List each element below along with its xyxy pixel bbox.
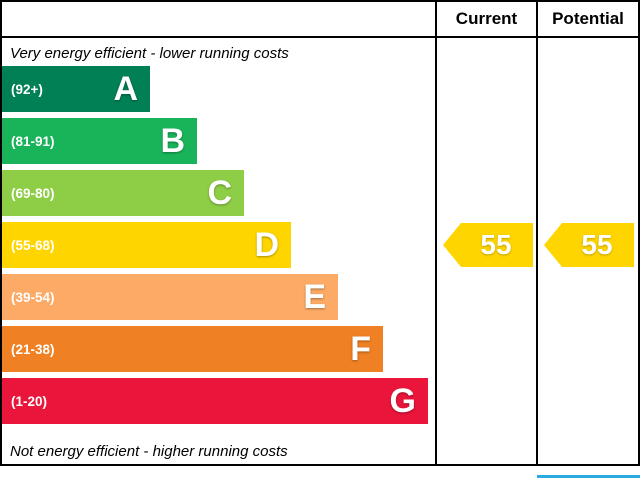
current-column-header: Current — [435, 2, 536, 38]
band-letter: C — [207, 174, 232, 212]
band-e: (39-54) E — [2, 274, 435, 320]
band-range-label: (81-91) — [11, 133, 55, 149]
band-range-label: (55-68) — [11, 237, 55, 253]
band-a: (92+) A — [2, 66, 435, 112]
top-caption: Very energy efficient - lower running co… — [10, 45, 289, 62]
band-bar: (1-20) G — [2, 378, 428, 424]
band-bar: (21-38) F — [2, 326, 383, 372]
band-bar: (81-91) B — [2, 118, 197, 164]
band-letter: F — [350, 330, 371, 368]
potential-rating-value: 55 — [581, 229, 613, 260]
current-rating-column: 55 — [435, 38, 536, 464]
band-b: (81-91) B — [2, 118, 435, 164]
band-f: (21-38) F — [2, 326, 435, 372]
band-range-label: (21-38) — [11, 341, 55, 357]
band-range-label: (92+) — [11, 81, 43, 97]
potential-rating-column: 55 — [536, 38, 638, 464]
band-bar: (55-68) D — [2, 222, 291, 268]
decorative-blue-line — [537, 475, 640, 478]
band-letter: G — [389, 382, 416, 420]
band-range-label: (39-54) — [11, 289, 55, 305]
band-letter: D — [254, 226, 279, 264]
band-d: (55-68) D — [2, 222, 435, 268]
potential-column-header: Potential — [536, 2, 638, 38]
band-letter: A — [113, 70, 138, 108]
chart-header-spacer — [2, 2, 435, 38]
bottom-caption: Not energy efficient - higher running co… — [10, 443, 288, 460]
band-range-label: (1-20) — [11, 393, 48, 409]
bands: (92+) A (81-91) B (69-80) C (55-68) D (39-54) E (2… — [2, 66, 435, 430]
band-letter: B — [160, 122, 185, 160]
current-rating-arrow: 55 — [443, 223, 533, 267]
band-range-label: (69-80) — [11, 185, 55, 201]
band-bar: (69-80) C — [2, 170, 244, 216]
band-chart: Very energy efficient - lower running co… — [2, 38, 435, 464]
epc-rating-table: Current Potential Very energy efficient … — [0, 0, 640, 466]
band-c: (69-80) C — [2, 170, 435, 216]
band-letter: E — [303, 278, 326, 316]
band-bar: (39-54) E — [2, 274, 338, 320]
band-g: (1-20) G — [2, 378, 435, 424]
band-bar: (92+) A — [2, 66, 150, 112]
current-rating-value: 55 — [480, 229, 512, 260]
potential-rating-arrow: 55 — [544, 223, 634, 267]
